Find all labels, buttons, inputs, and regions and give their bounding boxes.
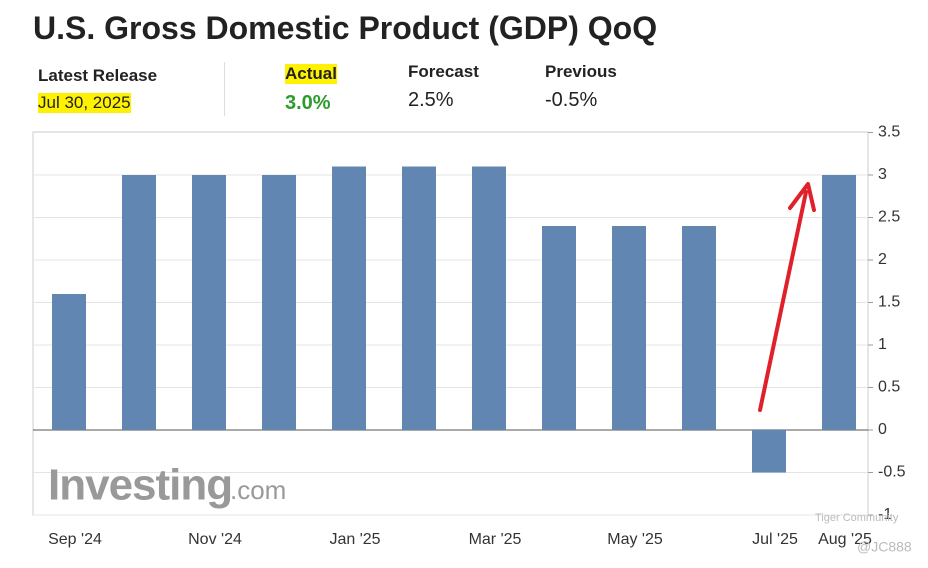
- divider: [224, 62, 225, 116]
- x-tick-label: Aug '25: [818, 531, 872, 548]
- plot-frame: [32, 131, 869, 516]
- y-tick-label: 1.5: [878, 294, 900, 311]
- bar: [542, 226, 576, 430]
- bar: [682, 226, 716, 430]
- previous-label: Previous: [545, 62, 617, 81]
- y-tick-label: 3: [878, 166, 887, 183]
- bar: [262, 175, 296, 430]
- forecast-value: 2.5%: [408, 89, 454, 111]
- y-tick-label: 0.5: [878, 379, 900, 396]
- x-tick-label: Jul '25: [752, 531, 798, 548]
- release-label: Latest Release: [38, 66, 158, 85]
- x-tick-label: Mar '25: [469, 531, 522, 548]
- plot-layer: -1 -0.5 0 0.5 1 1.5 2 2.5 3 3.5 Sep '24 Nov '24 Jan …: [33, 124, 906, 548]
- bar: [402, 166, 436, 430]
- bar: [122, 175, 156, 430]
- x-tick-label: May '25: [607, 531, 663, 548]
- arrow: [758, 190, 808, 412]
- y-tick-label: 0: [878, 421, 887, 438]
- bar: [472, 166, 506, 430]
- y-tick-label: 1: [878, 336, 887, 353]
- y-tick-label: -1: [878, 506, 892, 523]
- arrow-head: [788, 182, 816, 212]
- release-date: Jul 30, 2025: [38, 93, 131, 113]
- actual-label: Actual: [285, 64, 337, 84]
- bar: [612, 226, 646, 430]
- y-tick-label: 2: [878, 251, 887, 268]
- bar: [822, 175, 856, 430]
- x-tick-label: Nov '24: [188, 531, 242, 548]
- bar: [332, 166, 366, 430]
- actual-value: 3.0%: [285, 92, 331, 114]
- logo-suffix: .com: [230, 475, 286, 505]
- bar: [52, 294, 86, 430]
- x-tick-label: Sep '24: [48, 531, 102, 548]
- y-tick-label: 2.5: [878, 209, 900, 226]
- y-tick-label: 3.5: [878, 124, 900, 141]
- x-tick-label: Jan '25: [329, 531, 380, 548]
- forecast-label: Forecast: [408, 62, 479, 81]
- y-tick-label: -0.5: [878, 464, 906, 481]
- title: U.S. Gross Domestic Product (GDP) QoQ: [33, 10, 658, 46]
- community-watermark: Tiger Community: [815, 512, 899, 524]
- handle-watermark: @JC888: [857, 539, 912, 555]
- bar: [752, 430, 786, 473]
- bar: [192, 175, 226, 430]
- logo: Investing: [48, 461, 232, 510]
- previous-value: -0.5%: [545, 89, 598, 111]
